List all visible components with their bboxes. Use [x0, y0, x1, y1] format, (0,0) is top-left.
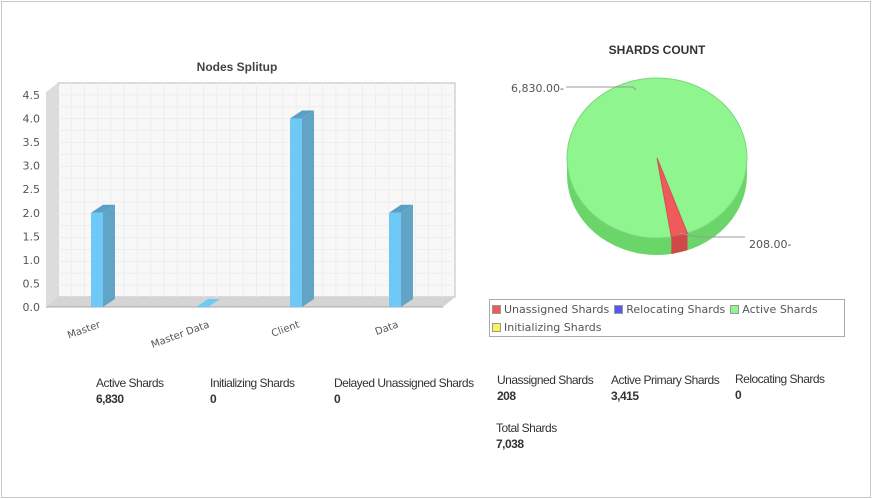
legend-swatch [492, 305, 501, 314]
stat-value: 208 [497, 389, 516, 403]
y-tick-label: 1.5 [23, 230, 41, 243]
legend-item: Relocating Shards [614, 301, 725, 319]
stat-label: Delayed Unassigned Shards [334, 376, 474, 390]
stat-value: 3,415 [611, 389, 639, 403]
bar-data [389, 212, 401, 307]
legend-swatch [730, 305, 740, 314]
bar-side [401, 204, 413, 307]
y-tick-label: 3.5 [23, 136, 41, 149]
stat-value: 7,038 [496, 437, 524, 451]
stat-label: Active Shards [96, 376, 164, 390]
legend-label: Initializing Shards [504, 321, 602, 334]
x-tick-label: Master [66, 319, 103, 341]
x-tick-label: Client [270, 319, 301, 339]
stat-label: Initializing Shards [210, 376, 295, 390]
stat-total-shards: Total Shards 7,038 [496, 421, 557, 451]
bar-top [290, 110, 314, 119]
bar-master-data [196, 299, 220, 307]
y-tick-label: 4.0 [23, 113, 41, 126]
x-tick-label: Master Data [150, 319, 211, 350]
stat-initializing-shards: Initializing Shards 0 [210, 376, 295, 406]
stat-active-shards: Active Shards 6,830 [96, 376, 164, 406]
y-tick-label: 4.5 [23, 89, 41, 102]
stat-label: Unassigned Shards [497, 373, 594, 387]
y-tick-label: 2.5 [23, 183, 41, 196]
stat-active-primary-shards: Active Primary Shards 3,415 [611, 373, 720, 403]
stat-relocating-shards: Relocating Shards 0 [735, 372, 825, 402]
bar-client [290, 118, 302, 307]
legend-item: Active Shards [730, 301, 818, 319]
stat-label: Total Shards [496, 421, 557, 435]
left-wall [46, 83, 58, 307]
legend-item: Unassigned Shards [492, 301, 609, 319]
stat-label: Active Primary Shards [611, 373, 720, 387]
bar-master [91, 212, 103, 307]
pie-legend: Unassigned Shards Relocating Shards Active… [489, 299, 845, 337]
bar-top [389, 204, 413, 213]
y-tick-label: 0.5 [23, 277, 41, 290]
bar-side [302, 110, 314, 307]
stat-label: Relocating Shards [735, 372, 825, 386]
legend-swatch [492, 323, 501, 332]
bar-chart-title: Nodes Splitup [197, 60, 278, 74]
legend-label: Active Shards [742, 303, 818, 316]
x-tick-label: Data [374, 319, 400, 338]
y-tick-label: 1.0 [23, 254, 41, 267]
bar-top [91, 204, 115, 213]
legend-label: Unassigned Shards [504, 303, 610, 316]
y-tick-label: 3.0 [23, 160, 41, 173]
stat-value: 0 [210, 392, 217, 406]
legend-item: Initializing Shards [492, 319, 602, 337]
y-tick-label: 2.0 [23, 207, 41, 220]
legend-label: Relocating Shards [626, 303, 726, 316]
nodes-splitup-chart: Nodes Splitup 0.0 0.5 1.0 1.5 2.0 2.5 3.0 3.5 4.… [23, 60, 456, 351]
stat-value: 6,830 [96, 392, 124, 406]
stat-value: 0 [735, 388, 742, 402]
floor [46, 297, 455, 307]
legend-swatch [614, 305, 624, 314]
stat-value: 0 [334, 392, 341, 406]
stat-unassigned-shards: Unassigned Shards 208 [497, 373, 594, 403]
stat-delayed-unassigned-shards: Delayed Unassigned Shards 0 [334, 376, 474, 406]
y-tick-label: 0.0 [23, 301, 41, 314]
bar-side [103, 204, 115, 307]
